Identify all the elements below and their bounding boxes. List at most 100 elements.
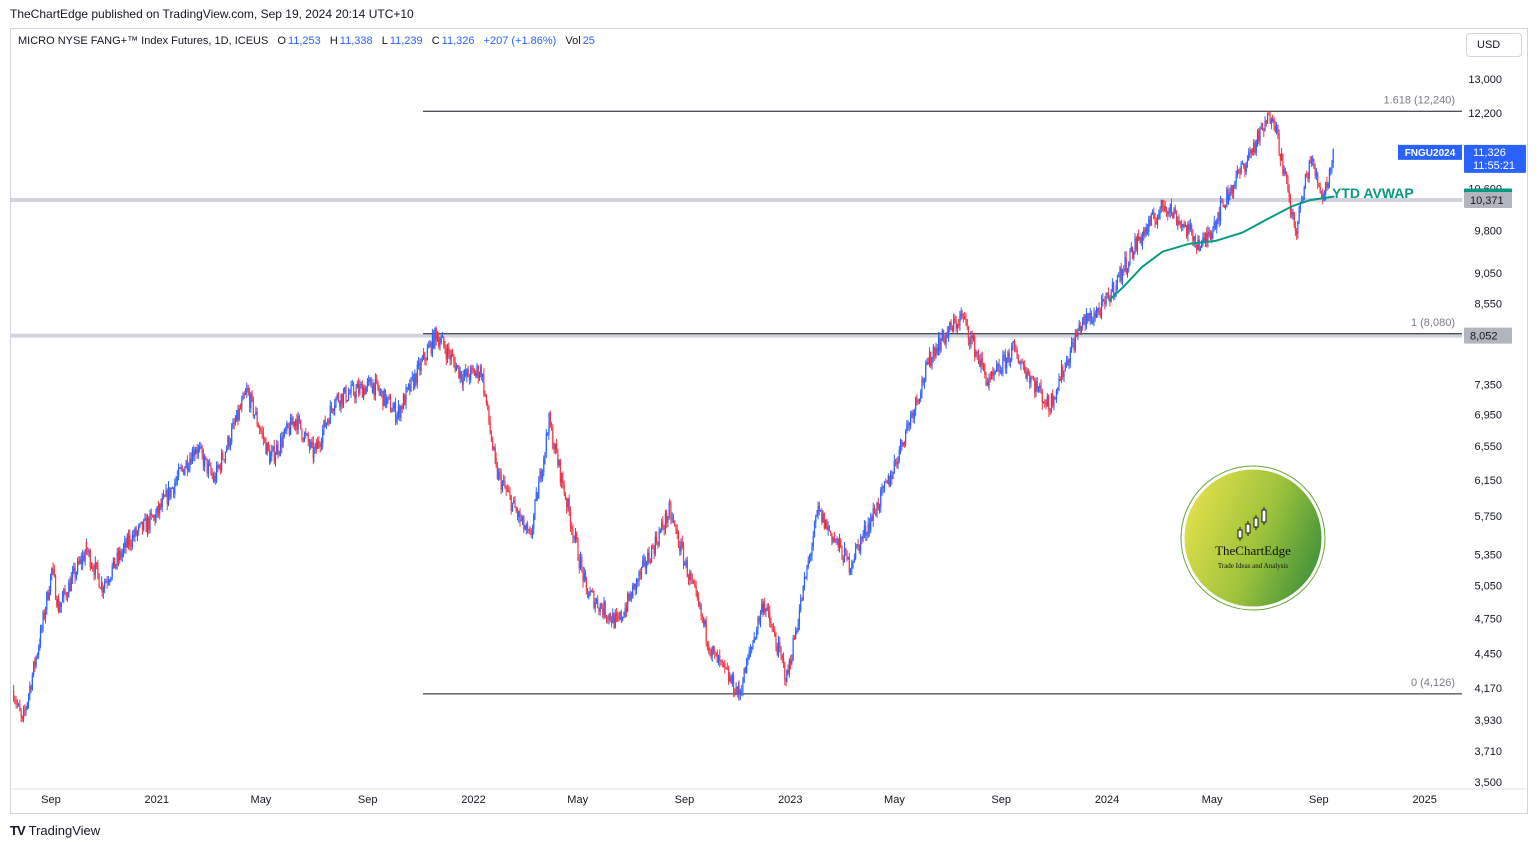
- candle-body: [73, 567, 75, 572]
- candle-body: [89, 550, 91, 568]
- candle-body: [916, 397, 918, 401]
- candle-body: [624, 608, 626, 617]
- candle-body: [1075, 333, 1078, 337]
- candle-body: [932, 348, 935, 350]
- candle-body: [1077, 329, 1079, 337]
- candle-body: [1030, 378, 1032, 384]
- candle-body: [74, 567, 76, 579]
- candle-body: [567, 498, 569, 508]
- candle-body: [1139, 236, 1141, 240]
- candle-body: [1283, 169, 1285, 174]
- candle-body: [1064, 363, 1066, 372]
- candle-body: [1060, 366, 1063, 382]
- candle-body: [511, 502, 514, 512]
- currency-button[interactable]: USD: [1466, 33, 1522, 57]
- candle-body: [576, 533, 578, 541]
- candle-body: [898, 449, 900, 461]
- candle-body: [1123, 269, 1125, 271]
- candle-body: [261, 431, 263, 433]
- candle-body: [835, 539, 837, 541]
- candle-body: [149, 512, 151, 530]
- candle-body: [748, 650, 750, 659]
- candle-body: [42, 612, 44, 628]
- candle-body: [802, 585, 804, 601]
- candle-body: [389, 397, 392, 412]
- candle-body: [49, 574, 52, 593]
- candle-body: [559, 460, 561, 483]
- candle-body: [695, 586, 697, 592]
- candle-body: [961, 313, 963, 317]
- y-tick-label: 9,050: [1474, 268, 1502, 280]
- candle-body: [831, 533, 833, 542]
- candle-body: [260, 430, 262, 432]
- candle-body: [157, 506, 160, 514]
- candle-body: [1034, 380, 1036, 393]
- candle-body: [95, 562, 98, 565]
- candle-body: [1185, 225, 1188, 237]
- candle-body: [882, 486, 884, 489]
- candle-body: [1187, 224, 1189, 237]
- candle-body: [926, 361, 928, 364]
- candle-body: [1083, 316, 1085, 319]
- countdown-label: 11:55:21: [1473, 160, 1515, 172]
- candle-body: [19, 704, 21, 711]
- tradingview-logo-icon: TV: [10, 823, 26, 838]
- candle-body: [998, 364, 1000, 372]
- candle-body: [935, 347, 937, 357]
- candle-body: [503, 480, 505, 483]
- candle-body: [1208, 231, 1210, 235]
- candle-body: [1282, 153, 1284, 174]
- candle-body: [838, 539, 841, 548]
- candle-body: [810, 554, 812, 557]
- candle-body: [975, 352, 977, 357]
- candle-body: [573, 537, 575, 539]
- candle-body: [1115, 285, 1117, 293]
- candle-body: [1297, 221, 1299, 235]
- candle-body: [608, 613, 610, 620]
- y-tick-label: 13,000: [1468, 74, 1502, 86]
- candle-body: [1162, 199, 1164, 206]
- candle-body: [980, 357, 982, 367]
- candle-body: [496, 465, 498, 479]
- candle-body: [269, 456, 272, 464]
- candle-body: [333, 409, 335, 412]
- candle-body: [47, 591, 49, 600]
- candle-body: [135, 528, 137, 536]
- candle-body: [857, 544, 859, 546]
- candle-body: [470, 367, 472, 380]
- candle-body: [1102, 299, 1105, 302]
- candle-body: [911, 413, 913, 415]
- candle-body: [356, 383, 358, 389]
- candle-body: [79, 558, 81, 564]
- candle-body: [1040, 385, 1042, 392]
- candle-body: [704, 620, 706, 625]
- candle-body: [942, 329, 945, 338]
- candle-body: [739, 691, 741, 695]
- candle-body: [1046, 395, 1048, 407]
- candle-body: [653, 547, 655, 554]
- candle-body: [666, 513, 668, 523]
- candle-body: [758, 617, 760, 622]
- candle-body: [68, 582, 70, 598]
- candle-body: [104, 582, 106, 589]
- candle-body: [1148, 219, 1150, 232]
- candle-body: [319, 444, 321, 447]
- candle-body: [1184, 225, 1186, 227]
- candle-body: [1227, 199, 1230, 201]
- candle-body: [402, 395, 405, 409]
- candle-body: [222, 452, 224, 460]
- candle-body: [856, 544, 858, 547]
- candle-body: [680, 541, 682, 552]
- candle-body: [1229, 192, 1231, 200]
- candle-body: [1284, 169, 1286, 173]
- candle-body: [1203, 237, 1205, 242]
- candle-body: [644, 558, 646, 568]
- candle-body: [1213, 221, 1215, 229]
- candle-body: [708, 644, 710, 652]
- candle-body: [433, 332, 435, 348]
- candle-body: [487, 403, 489, 406]
- candle-body: [1194, 236, 1197, 245]
- candle-body: [787, 670, 789, 674]
- candle-body: [330, 405, 333, 409]
